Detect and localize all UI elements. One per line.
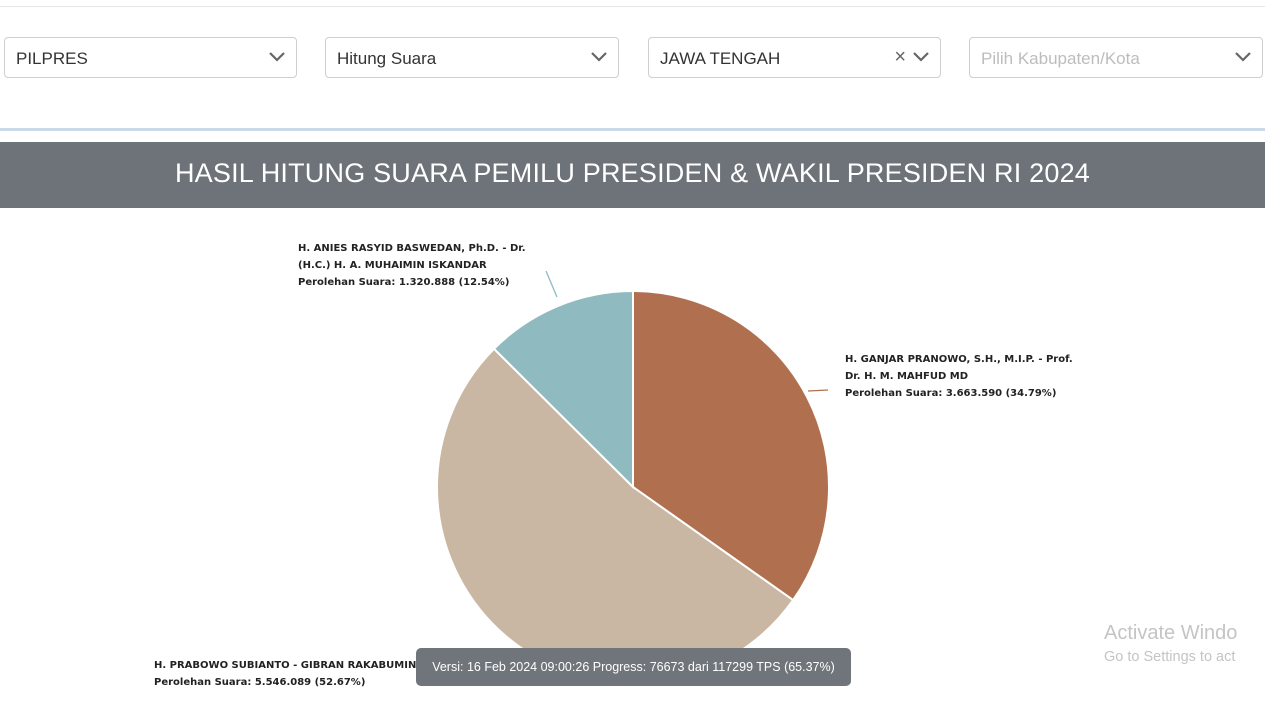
slice-label-line: Dr. H. M. MAHFUD MD — [845, 371, 968, 382]
chevron-down-icon — [269, 52, 285, 62]
slice-label-line: Perolehan Suara: 1.320.888 (12.54%) — [298, 277, 509, 288]
election-type-select[interactable]: PILPRES — [4, 37, 297, 78]
regency-placeholder: Pilih Kabupaten/Kota — [981, 49, 1140, 68]
count-type-value: Hitung Suara — [337, 49, 437, 68]
watermark-line-2: Go to Settings to act — [1104, 649, 1236, 665]
province-select[interactable]: JAWA TENGAH × — [648, 37, 941, 78]
chevron-down-icon — [913, 52, 929, 62]
watermark-line-1: Activate Windo — [1104, 622, 1238, 644]
chart-title: HASIL HITUNG SUARA PEMILU PRESIDEN & WAK… — [0, 142, 1265, 208]
pie-slice-ganjar-mahfud[interactable] — [632, 289, 830, 602]
windows-activation-watermark: Activate Windo Go to Settings to act — [1104, 622, 1237, 665]
slice-label-line: H. ANIES RASYID BASWEDAN, Ph.D. - Dr. — [298, 243, 526, 254]
election-type-value: PILPRES — [16, 49, 88, 68]
pie-slice-anies-muhaimin[interactable] — [492, 289, 634, 490]
slice-label-line: Perolehan Suara: 5.546.089 (52.67%) — [154, 677, 365, 688]
slice-label-line: H. GANJAR PRANOWO, S.H., M.I.P. - Prof. — [845, 354, 1073, 365]
pie-chart: H. GANJAR PRANOWO, S.H., M.I.P. - Prof. D… — [154, 243, 1073, 688]
section-divider — [0, 128, 1265, 131]
version-tooltip: Versi: 16 Feb 2024 09:00:26 Progress: 76… — [416, 648, 851, 686]
count-type-select[interactable]: Hitung Suara — [325, 37, 619, 78]
filter-bar: PILPRES Hitung Suara JAWA TENGAH × Pilih… — [0, 0, 1265, 120]
top-border — [0, 6, 1265, 7]
clear-icon[interactable]: × — [894, 46, 906, 68]
slice-label-line: Perolehan Suara: 3.663.590 (34.79%) — [845, 388, 1056, 399]
label-connector-line — [545, 270, 558, 298]
chevron-down-icon — [591, 52, 607, 62]
chevron-down-icon — [1235, 52, 1251, 62]
regency-select[interactable]: Pilih Kabupaten/Kota — [969, 37, 1263, 78]
slice-label-line: (H.C.) H. A. MUHAIMIN ISKANDAR — [298, 260, 487, 271]
province-value: JAWA TENGAH — [660, 49, 781, 68]
slice-label-line: H. PRABOWO SUBIANTO - GIBRAN RAKABUMING … — [154, 660, 459, 671]
label-connector-line — [807, 389, 829, 392]
